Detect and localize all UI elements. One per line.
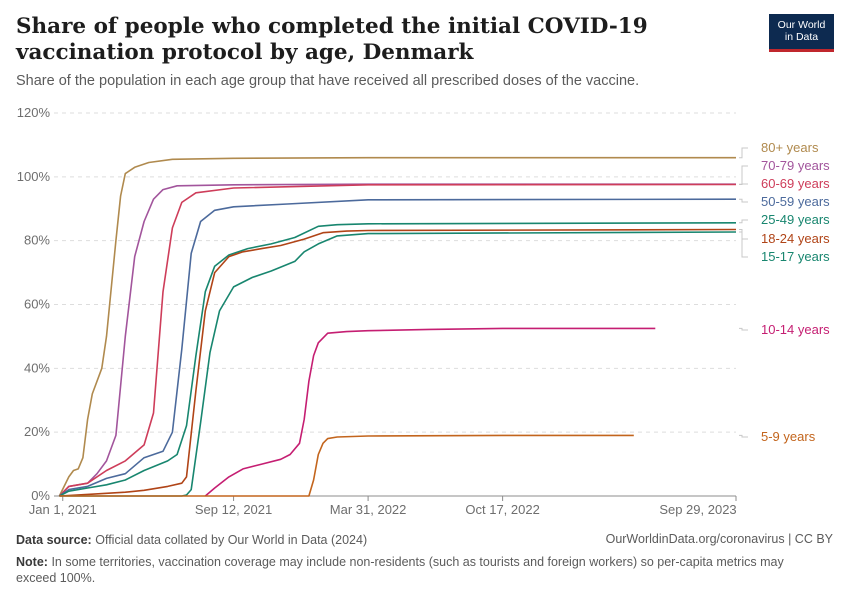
label-connector (739, 327, 748, 331)
series-line-80plus-years[interactable] (58, 156, 736, 497)
label-connector (739, 147, 748, 159)
owid-logo[interactable]: Our World in Data (769, 14, 834, 52)
label-connector (739, 183, 748, 185)
license-link[interactable]: OurWorldinData.org/coronavirus | CC BY (605, 532, 833, 546)
chart-subtitle: Share of the population in each age grou… (16, 73, 640, 89)
chart-note: Note: In some territories, vaccination c… (16, 554, 816, 586)
label-connector (739, 434, 748, 438)
data-source: Data source: Official data collated by O… (16, 532, 367, 548)
series-label[interactable]: 50-59 years (761, 194, 830, 209)
series-lines (58, 156, 737, 497)
series-label[interactable]: 15-17 years (761, 249, 830, 264)
series-label[interactable]: 5-9 years (761, 429, 816, 444)
label-connector (739, 198, 748, 203)
label-connector (739, 219, 748, 224)
x-axis-ticks: Jan 1, 2021 Sep 12, 2021 Mar 31, 2022 Oct 1… (29, 496, 737, 517)
chart-title: Share of people who completed the initia… (16, 14, 648, 65)
series-line-18-24-years[interactable] (59, 228, 737, 497)
series-line-70-79-years[interactable] (58, 183, 736, 497)
logo-line-2: in Data (784, 31, 819, 43)
grid-lines (54, 112, 736, 497)
y-tick-label: 40% (24, 360, 50, 375)
y-tick-label: 20% (24, 424, 50, 439)
series-line-60-69-years[interactable] (58, 183, 737, 497)
series-label[interactable]: 70-79 years (761, 158, 830, 173)
y-tick-label: 120% (17, 105, 51, 120)
series-label[interactable]: 60-69 years (761, 176, 830, 191)
series-line-5-9-years[interactable] (59, 434, 634, 497)
x-tick-label: Sep 12, 2021 (195, 502, 272, 517)
series-label[interactable]: 25-49 years (761, 212, 830, 227)
source-text: Official data collated by Our World in D… (95, 533, 368, 547)
y-tick-label: 60% (24, 297, 50, 312)
source-label: Data source: (16, 533, 92, 547)
x-tick-label: Mar 31, 2022 (330, 502, 407, 517)
note-label: Note: (16, 555, 48, 569)
series-line-15-17-years[interactable] (59, 231, 737, 497)
series-label[interactable]: 80+ years (761, 140, 819, 155)
x-tick-label: Sep 29, 2023 (659, 502, 736, 517)
series-line-10-14-years[interactable] (204, 327, 656, 497)
series-label[interactable]: 10-14 years (761, 322, 830, 337)
series-label[interactable]: 18-24 years (761, 231, 830, 246)
series-labels: 80+ years 70-79 years 60-69 years 50-59 yea… (739, 140, 830, 444)
series-line-50-59-years[interactable] (58, 198, 737, 497)
label-connector (739, 165, 748, 185)
label-connector (739, 231, 748, 258)
note-text: In some territories, vaccination coverag… (16, 555, 784, 585)
series-line-25-49-years[interactable] (59, 222, 737, 497)
y-tick-label: 0% (31, 488, 50, 503)
y-tick-label: 100% (17, 169, 51, 184)
label-connector (739, 229, 748, 240)
logo-line-1: Our World (777, 19, 826, 31)
y-tick-label: 80% (24, 233, 50, 248)
y-axis-ticks: 0% 20% 40% 60% 80% 100% 120% (17, 105, 51, 503)
x-tick-label: Oct 17, 2022 (465, 502, 539, 517)
x-tick-label: Jan 1, 2021 (29, 502, 97, 517)
